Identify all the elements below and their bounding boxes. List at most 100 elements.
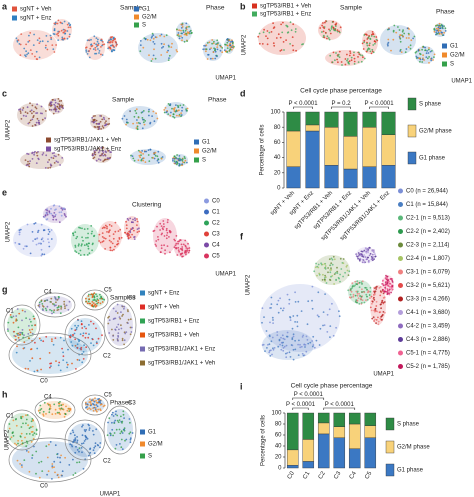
cell-dot [136,125,139,128]
cell-dot [61,22,64,25]
cell-dot [388,28,390,30]
cell-dot [303,354,306,357]
cell-dot [86,53,89,55]
cell-dot [109,434,112,437]
cell-dot [384,311,386,314]
legend-label: C3-2 (n = 5,621) [406,283,450,289]
cell-dot [160,247,163,250]
cell-dot [266,37,269,40]
cell-dot [164,252,166,255]
cell-dot [175,235,178,237]
cell-dot [53,29,56,32]
cell-dot [120,446,123,449]
cell-dot [81,425,83,428]
legend-label: C4-2 (n = 3,459) [406,324,450,330]
cell-dot [125,331,128,333]
cell-dot [120,311,122,313]
cell-dot [285,352,287,355]
cell-dot [56,411,59,414]
cell-dot [173,246,176,249]
cell-dot [150,36,153,39]
cell-dot [129,110,132,112]
cell-dot [49,163,52,166]
cell-dot [97,151,100,154]
cell-dot [108,157,111,160]
cell-dot [41,303,44,305]
legend-label: G2/M [450,53,465,59]
cell-dot [95,37,98,39]
cell-dot [419,60,421,63]
cell-dot [285,24,288,27]
cell-dot [366,295,368,298]
cell-dot [110,241,112,243]
cell-dot [116,303,119,306]
cell-dot [29,119,32,122]
cell-dot [75,368,77,370]
cell-dot [90,43,93,46]
cell-dot [360,302,363,304]
cell-dot [362,256,365,258]
cell-dot [161,232,164,235]
cell-dot [233,45,235,48]
cell-dot [138,154,141,157]
cell-dot [114,221,117,224]
cell-dot [20,417,22,419]
cell-dot [80,346,83,349]
cell-dot [338,30,340,33]
cell-dot [28,162,31,165]
cell-dot [54,213,57,216]
cell-dot [15,424,18,427]
cell-dot [74,344,77,347]
cell-dot [419,57,421,60]
cell-dot [268,343,271,346]
cell-dot [87,247,90,250]
cell-dot [97,44,100,46]
cell-dot [13,330,16,333]
cell-dot [28,329,31,331]
cluster-label: C3 [128,296,136,302]
cell-dot [334,272,337,274]
cell-dot [46,209,49,212]
cell-dot [25,245,28,248]
cell-dot [313,270,316,273]
cell-dot [41,253,44,256]
cell-dot [117,230,120,233]
cell-dot [108,235,111,237]
cell-dot [157,238,160,241]
cell-dot [14,339,17,341]
cluster-outline [103,300,137,350]
cell-dot [77,319,79,321]
legend-marker [398,229,403,234]
cell-dot [57,297,60,300]
cell-dot [307,342,310,345]
cell-dot [125,123,127,126]
cell-dot [88,424,90,427]
cell-dot [130,221,133,224]
cell-dot [119,432,122,435]
panel-label: d [240,88,246,98]
cell-dot [57,161,59,164]
cell-dot [75,445,77,448]
cell-dot [24,367,27,370]
cell-dot [57,110,60,113]
cell-dot [160,244,163,247]
p-value: P < 0.0001 [286,402,316,408]
cell-dot [94,120,96,123]
legend-marker [398,364,403,369]
significance-bracket [292,397,325,400]
cell-dot [107,322,110,325]
cell-dot [187,251,190,254]
cell-dot [439,29,442,32]
cell-dot [60,305,62,308]
cell-dot [153,229,156,232]
cell-dot [98,240,100,242]
cell-dot [121,337,124,340]
cell-dot [305,350,308,353]
cell-dot [70,327,73,330]
cell-dot [121,339,124,342]
cell-dot [31,104,34,107]
cell-dot [342,258,345,260]
cell-dot [386,284,389,287]
cell-dot [111,41,114,44]
cell-dot [162,223,165,225]
